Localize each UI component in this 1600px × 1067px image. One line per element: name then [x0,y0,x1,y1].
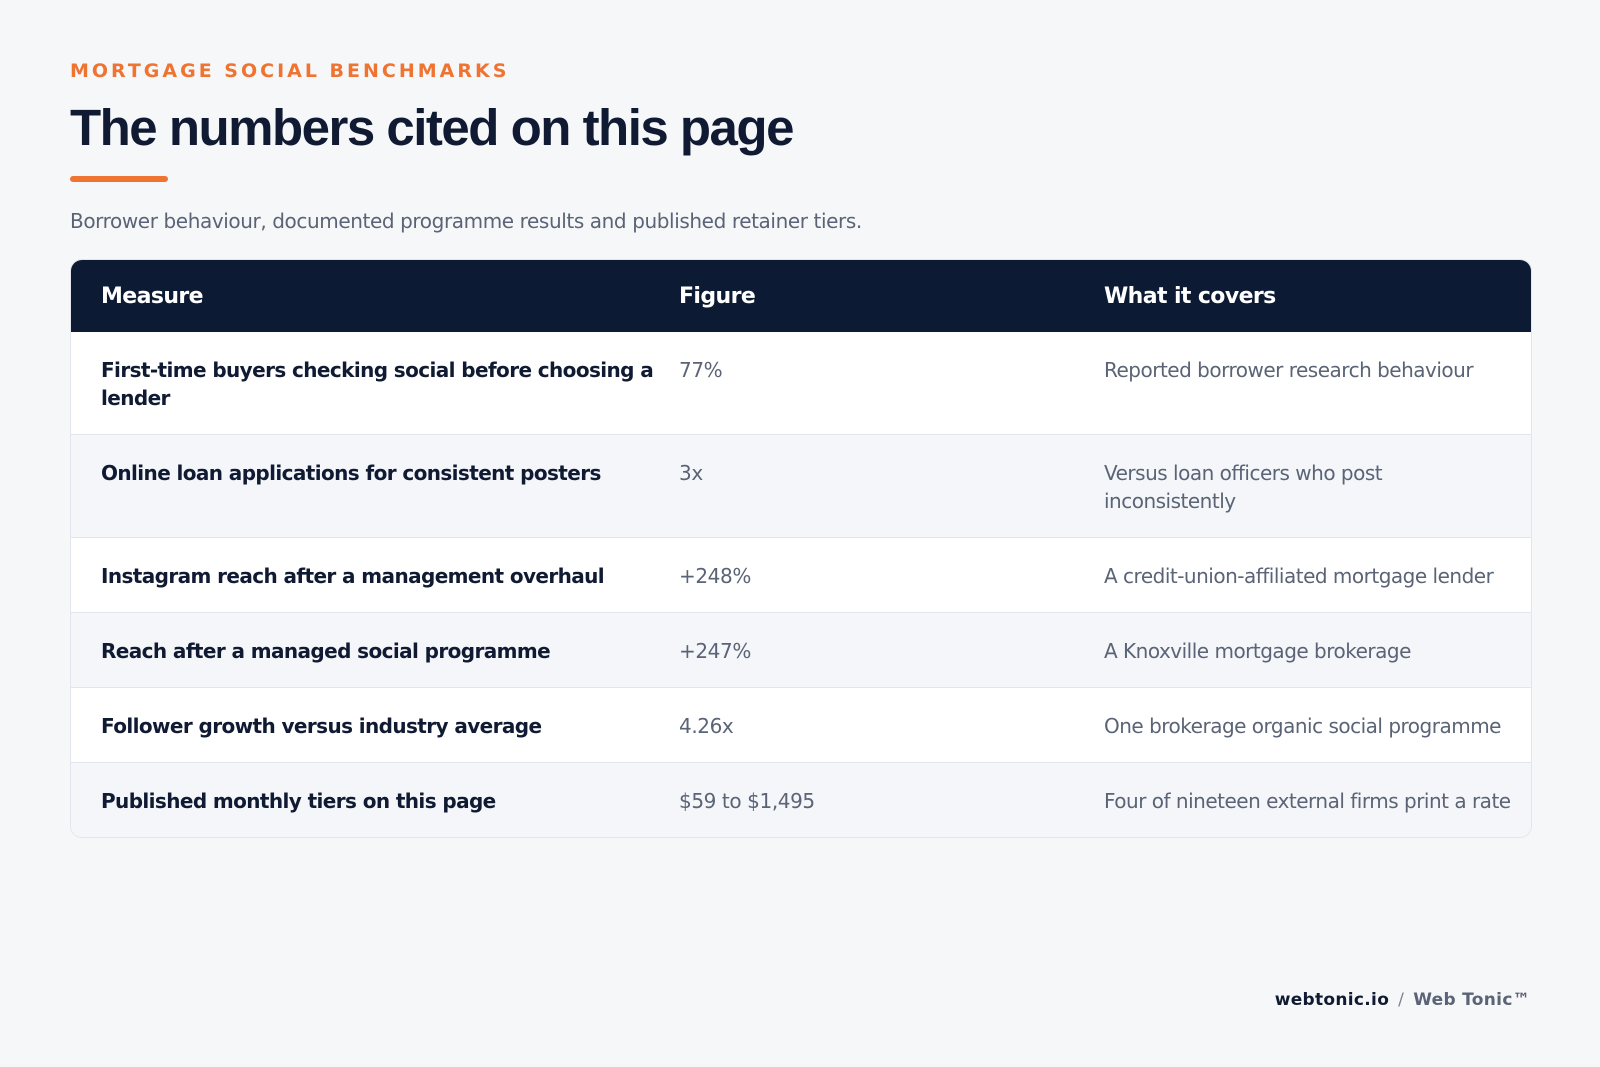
table-row: Online loan applications for consistent … [71,434,1531,537]
figure-cell: 77% [679,358,723,382]
footer-brand: Web Tonic™ [1413,990,1530,1010]
covers-cell: Four of nineteen external firms print a … [1104,789,1511,813]
figure-cell: 3x [679,461,703,485]
column-header-covers: What it covers [1104,283,1276,309]
page-subtitle: Borrower behaviour, documented programme… [70,209,862,233]
footer-credit: webtonic.io / Web Tonic™ [1275,990,1530,1010]
table-header-row: Measure Figure What it covers [71,260,1531,332]
measure-cell: First-time buyers checking social before… [101,358,654,410]
covers-cell: Reported borrower research behaviour [1104,358,1474,382]
table-body: First-time buyers checking social before… [71,332,1531,837]
table-row: Follower growth versus industry average … [71,687,1531,762]
figure-cell: 4.26x [679,714,734,738]
column-header-figure: Figure [679,283,756,309]
table-row: Reach after a managed social programme +… [71,612,1531,687]
measure-cell: Instagram reach after a management overh… [101,564,605,588]
eyebrow-label: MORTGAGE SOCIAL BENCHMARKS [70,60,510,82]
footer-domain-link[interactable]: webtonic.io [1274,990,1390,1010]
covers-cell: Versus loan officers who post inconsiste… [1104,461,1383,513]
measure-cell: Published monthly tiers on this page [101,789,496,813]
page-title: The numbers cited on this page [70,99,794,156]
table-row: Published monthly tiers on this page $59… [71,762,1531,837]
measure-cell: Online loan applications for consistent … [101,461,601,485]
covers-cell: A credit-union-affiliated mortgage lende… [1104,564,1494,588]
measure-cell: Reach after a managed social programme [101,639,551,663]
benchmarks-table: Measure Figure What it covers First-time… [70,259,1532,838]
figure-cell: +248% [679,564,751,588]
table-row: Instagram reach after a management overh… [71,537,1531,612]
accent-divider [70,176,168,182]
figure-cell: $59 to $1,495 [679,789,815,813]
column-header-measure: Measure [101,283,204,309]
measure-cell: Follower growth versus industry average [101,714,542,738]
footer-separator: / [1398,990,1405,1010]
page-content: MORTGAGE SOCIAL BENCHMARKS The numbers c… [70,58,1532,838]
covers-cell: One brokerage organic social programme [1104,714,1502,738]
table-row: First-time buyers checking social before… [71,332,1531,434]
covers-cell: A Knoxville mortgage brokerage [1104,639,1411,663]
figure-cell: +247% [679,639,751,663]
